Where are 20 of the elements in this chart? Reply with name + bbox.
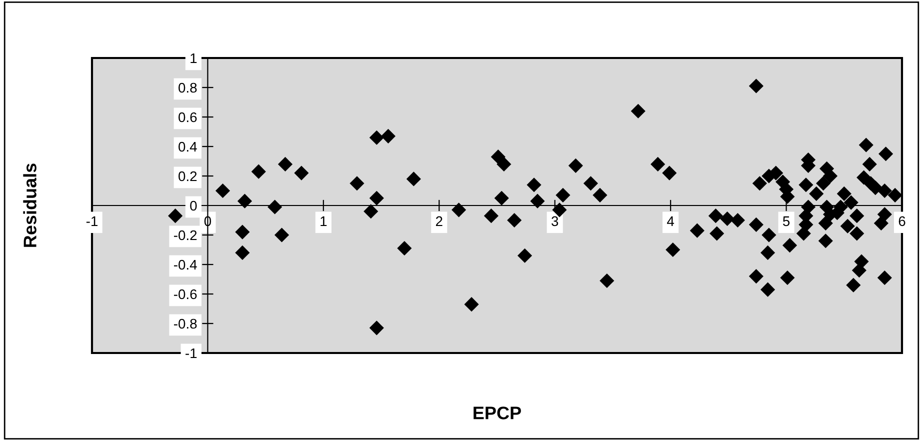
y-tick-label: -0.6 — [174, 289, 197, 300]
y-tick-label: -0.4 — [174, 260, 197, 270]
y-tick-label: -0.2 — [174, 230, 197, 240]
y-tick-label: 0.2 — [178, 171, 197, 182]
y-tick-label: -1 — [186, 348, 197, 358]
y-tick-label: 0.8 — [178, 82, 197, 93]
y-tick-label: -0.8 — [174, 318, 197, 329]
x-axis-title: EPCP — [474, 406, 521, 420]
y-tick-label: 0.6 — [178, 112, 197, 122]
x-tick-label: 6 — [898, 216, 906, 226]
x-tick-label: 1 — [320, 216, 327, 226]
x-tick-label: 2 — [436, 216, 442, 226]
y-axis-title: Residuals — [23, 164, 36, 247]
x-tick-label: 3 — [552, 216, 558, 226]
y-tick-label: 0.4 — [178, 142, 197, 152]
y-tick-label: 1 — [190, 53, 197, 64]
y-tick-label: 0 — [190, 200, 197, 211]
x-tick-label: -1 — [86, 216, 98, 226]
x-tick-label: 5 — [782, 216, 790, 226]
x-tick-label: 4 — [667, 216, 674, 226]
